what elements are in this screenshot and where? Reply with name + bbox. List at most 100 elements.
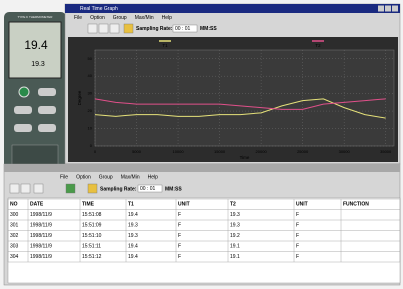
- sampling-value: 00 : 01: [175, 26, 191, 32]
- column-header: T1: [128, 202, 134, 208]
- menu-item[interactable]: Help: [162, 15, 173, 21]
- menu-item[interactable]: Group: [99, 174, 113, 180]
- toolbar-button[interactable]: [88, 24, 97, 33]
- chart: 0102030405005000100001500020000250003000…: [77, 41, 394, 160]
- table-cell: 303: [10, 244, 19, 250]
- toolbar-button[interactable]: [99, 24, 108, 33]
- table-cell: 15:51:10: [82, 233, 102, 239]
- table-cell: F: [296, 254, 299, 260]
- column-header: FUNCTION: [343, 202, 369, 208]
- table-cell: 19.4: [128, 244, 138, 250]
- table-cell: 15:51:09: [82, 223, 102, 229]
- menu-item[interactable]: File: [60, 174, 68, 180]
- title-bar: [4, 164, 400, 172]
- y-tick-label: 40: [88, 73, 93, 78]
- sampling-value: 00 : 01: [140, 186, 156, 192]
- table-cell: 19.4: [128, 254, 138, 260]
- column-header: UNIT: [178, 202, 190, 208]
- table-cell: F: [296, 212, 299, 218]
- table-cell: 1998/11/9: [30, 254, 52, 260]
- device-button[interactable]: [19, 87, 29, 97]
- menu-item[interactable]: Help: [148, 174, 159, 180]
- device-button[interactable]: [14, 124, 32, 132]
- column-header: TIME: [82, 202, 95, 208]
- table-cell: 19.3: [128, 233, 138, 239]
- table-cell: 15:51:08: [82, 212, 102, 218]
- column-header: NO: [10, 202, 18, 208]
- menu-item[interactable]: File: [74, 15, 82, 21]
- table-cell: 1998/11/9: [30, 223, 52, 229]
- sampling-label: Sampling Rate:: [136, 26, 173, 32]
- table-cell: 15:51:11: [82, 244, 101, 250]
- table-cell: F: [178, 254, 181, 260]
- toolbar-button[interactable]: [110, 24, 119, 33]
- device-button[interactable]: [38, 106, 56, 114]
- window-button[interactable]: [392, 6, 398, 12]
- menu-item[interactable]: Group: [113, 15, 127, 21]
- y-tick-label: 10: [88, 126, 93, 131]
- x-tick-label: 35000: [380, 149, 392, 154]
- table-cell: F: [178, 212, 181, 218]
- table-cell: 19.3: [230, 212, 240, 218]
- sampling-label: Sampling Rate:: [100, 186, 137, 192]
- table-cell: 19.1: [230, 244, 240, 250]
- window-button[interactable]: [378, 6, 384, 12]
- y-tick-label: 50: [88, 56, 93, 61]
- window-title: Real Time Graph: [80, 6, 118, 12]
- table-cell: 15:51:12: [82, 254, 102, 260]
- x-tick-label: 15000: [214, 149, 226, 154]
- column-header: DATE: [30, 202, 44, 208]
- table-area: [8, 198, 400, 283]
- menu-item[interactable]: Option: [76, 174, 91, 180]
- legend-label: T2: [315, 43, 321, 48]
- device-panel: [12, 145, 58, 167]
- window-button[interactable]: [385, 6, 391, 12]
- menu-item[interactable]: Max/Min: [121, 174, 140, 180]
- table-cell: 301: [10, 223, 19, 229]
- table-cell: F: [178, 233, 181, 239]
- table-cell: 302: [10, 233, 19, 239]
- page: TYPE K THERMOMETER 19.4 19.3 Real Time G…: [0, 0, 403, 289]
- table-cell: 300: [10, 212, 19, 218]
- menu-item[interactable]: Max/Min: [135, 15, 154, 21]
- table-cell: 19.3: [128, 223, 138, 229]
- device-sub-reading: 19.3: [31, 61, 45, 68]
- screenshot: TYPE K THERMOMETER 19.4 19.3 Real Time G…: [0, 0, 403, 289]
- toolbar-button[interactable]: [10, 184, 19, 193]
- toolbar-button[interactable]: [124, 24, 133, 33]
- table-cell: F: [296, 233, 299, 239]
- table-cell: 19.1: [230, 254, 240, 260]
- x-tick-label: 10000: [172, 149, 184, 154]
- menu-item[interactable]: Option: [90, 15, 105, 21]
- toolbar-button[interactable]: [66, 184, 75, 193]
- table-cell: 19.4: [128, 212, 138, 218]
- x-tick-label: 20000: [256, 149, 268, 154]
- table-cell: F: [178, 244, 181, 250]
- table-cell: 1998/11/9: [30, 244, 52, 250]
- sampling-unit: MM:SS: [165, 186, 182, 192]
- table-cell: F: [296, 223, 299, 229]
- table-cell: F: [178, 223, 181, 229]
- y-tick-label: 20: [88, 108, 93, 113]
- table-cell: 304: [10, 254, 19, 260]
- plot-area: [95, 50, 394, 146]
- table-cell: 19.3: [230, 223, 240, 229]
- x-tick-label: 30000: [339, 149, 351, 154]
- y-tick-label: 30: [88, 91, 93, 96]
- device-main-reading: 19.4: [24, 38, 48, 52]
- y-axis-label: Degree: [77, 90, 82, 105]
- toolbar-button[interactable]: [21, 184, 30, 193]
- toolbar-button[interactable]: [88, 184, 97, 193]
- sampling-unit: MM:SS: [200, 26, 217, 32]
- table-cell: F: [296, 244, 299, 250]
- column-header: UNIT: [296, 202, 308, 208]
- x-tick-label: 5000: [132, 149, 142, 154]
- device-label: TYPE K THERMOMETER: [18, 15, 54, 19]
- device-button[interactable]: [38, 88, 56, 96]
- toolbar-button[interactable]: [34, 184, 43, 193]
- x-axis-label: Time: [240, 155, 250, 160]
- column-header: T2: [230, 202, 236, 208]
- device-button[interactable]: [14, 106, 32, 114]
- x-tick-label: 25000: [297, 149, 309, 154]
- device-button[interactable]: [38, 124, 56, 132]
